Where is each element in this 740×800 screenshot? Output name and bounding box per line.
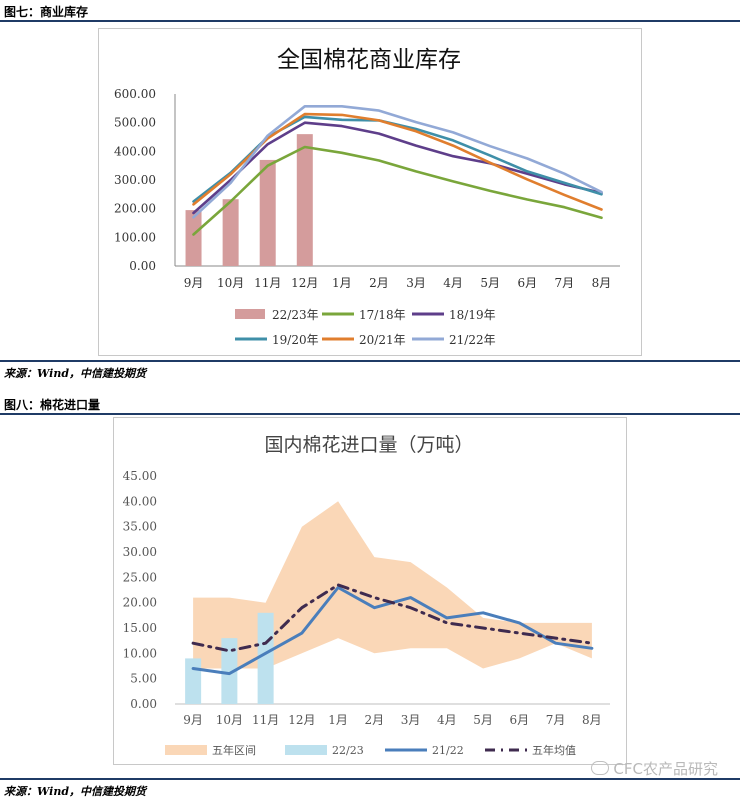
figure7-y-tick-label: 0.00 — [129, 259, 156, 273]
figure7-y-tick-label: 200.00 — [114, 202, 156, 216]
figure7-label: 图七：商业库存 — [4, 5, 89, 19]
figure8-x-tick-label: 3月 — [401, 713, 421, 727]
figure7-y-tick-label: 300.00 — [114, 173, 156, 187]
figure8-header: 图八：棉花进口量 — [0, 393, 740, 415]
figure8-average-line — [191, 583, 594, 653]
watermark: CFC农产品研究 — [591, 758, 718, 779]
figure8-x-tick-label: 8月 — [582, 713, 602, 727]
figure8-x-tick-label: 12月 — [288, 713, 315, 727]
figure7-bar — [185, 210, 202, 266]
figure7-x-tick-label: 8月 — [592, 276, 612, 290]
figure8-y-tick-label: 20.00 — [123, 596, 157, 610]
figure8-x-tick-label: 10月 — [216, 713, 243, 727]
figure7-chart-frame — [98, 28, 642, 356]
figure8-x-tick-label: 7月 — [546, 713, 566, 727]
figure7-legend-label: 18/19年 — [449, 308, 496, 322]
figure7-series-line — [192, 145, 603, 236]
figure7-header: 图七：商业库存 — [0, 0, 740, 22]
figure8-legend-label: 22/23 — [332, 744, 364, 757]
figure7-legend-label: 19/20年 — [272, 333, 319, 347]
figure7-x-tick-label: 9月 — [184, 276, 204, 290]
figure7-legend-label: 20/21年 — [359, 333, 406, 347]
watermark-text: CFC农产品研究 — [613, 760, 718, 778]
figure7-y-tick-label: 500.00 — [114, 116, 156, 130]
figure7-chart-title: 全国棉花商业库存 — [277, 47, 461, 73]
figure8-source: 来源：Wind，中信建投期货 — [0, 778, 740, 798]
figure7-source-rule — [0, 360, 740, 362]
figure8-header-rule — [0, 413, 740, 415]
figure8-y-tick-label: 30.00 — [123, 545, 157, 559]
figure8-legend-label: 五年区间 — [212, 743, 256, 757]
figure7-bar — [296, 134, 313, 266]
figure7-x-tick-label: 3月 — [406, 276, 426, 290]
figure8-y-tick-label: 40.00 — [123, 494, 157, 508]
figure8-legend-swatch — [285, 745, 327, 755]
figure8-chart-title: 国内棉花进口量（万吨） — [264, 434, 473, 456]
wechat-icon — [591, 761, 610, 775]
figure7-x-tick-label: 5月 — [480, 276, 500, 290]
figure7-x-tick-label: 11月 — [254, 276, 281, 290]
figure7-source: 来源：Wind，中信建投期货 — [0, 360, 740, 380]
figure8-label: 图八：棉花进口量 — [4, 398, 101, 412]
figure8-legend-swatch — [165, 745, 207, 755]
figure8-bar — [185, 658, 202, 704]
figure7-series-line — [192, 121, 603, 215]
figure8-x-tick-label: 1月 — [328, 713, 348, 727]
figure7-source-label: 来源：Wind，中信建投期货 — [4, 367, 147, 380]
figure7-y-tick-label: 600.00 — [114, 87, 156, 101]
figure7-legend-swatch — [235, 309, 265, 319]
figure7-legend-label: 22/23年 — [272, 308, 319, 322]
figure8-y-tick-label: 15.00 — [123, 621, 157, 635]
figure8-source-rule — [0, 778, 740, 780]
figure7-legend-label: 17/18年 — [359, 308, 406, 322]
figure7-x-tick-label: 12月 — [291, 276, 318, 290]
figure8-x-tick-label: 2月 — [365, 713, 385, 727]
figure8-legend-label: 五年均值 — [532, 743, 576, 757]
figure7-bar — [222, 199, 239, 266]
figure7-y-tick-label: 400.00 — [114, 144, 156, 158]
figure8-range-band — [193, 501, 592, 669]
figure8-y-tick-label: 0.00 — [130, 697, 157, 711]
figure8-y-tick-label: 35.00 — [123, 520, 157, 534]
figure8-y-tick-label: 5.00 — [130, 672, 157, 686]
figure7-bar — [259, 159, 276, 266]
figure7-x-tick-label: 6月 — [517, 276, 537, 290]
figure8-x-tick-label: 5月 — [473, 713, 493, 727]
figure8-source-label: 来源：Wind，中信建投期货 — [4, 785, 147, 798]
figure7-x-tick-label: 2月 — [369, 276, 389, 290]
figure8-x-tick-label: 6月 — [510, 713, 530, 727]
figure7-y-tick-label: 100.00 — [114, 230, 156, 244]
figure7-x-tick-label: 10月 — [217, 276, 244, 290]
figure7-x-tick-label: 1月 — [332, 276, 352, 290]
figure8-bar — [221, 638, 238, 704]
figure7-header-rule — [0, 20, 740, 22]
figure8-y-tick-label: 25.00 — [123, 570, 157, 584]
figure8-legend-label: 21/22 — [432, 744, 464, 757]
figure8-x-tick-label: 9月 — [183, 713, 203, 727]
figure8-y-tick-label: 10.00 — [123, 646, 157, 660]
figure7-x-tick-label: 7月 — [555, 276, 575, 290]
figure7-x-tick-label: 4月 — [443, 276, 463, 290]
figure7-legend-label: 21/22年 — [449, 333, 496, 347]
figure7-series-line — [192, 105, 603, 219]
figure8-y-tick-label: 45.00 — [123, 469, 157, 483]
figure8-x-tick-label: 11月 — [252, 713, 279, 727]
figure8-bar — [257, 612, 274, 704]
figure8-x-tick-label: 4月 — [437, 713, 457, 727]
